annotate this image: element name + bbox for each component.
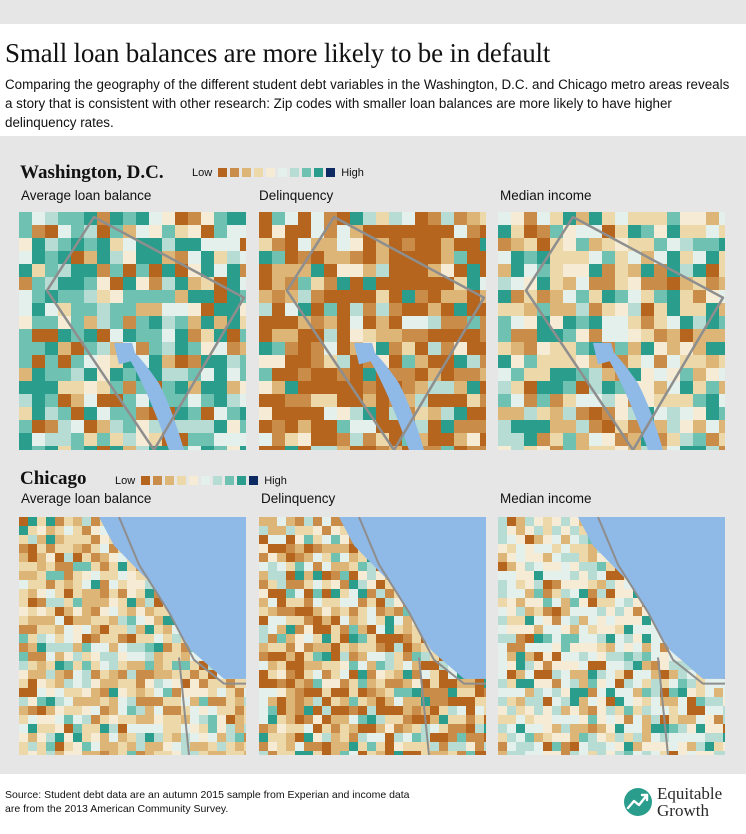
- map-label-chicago-delinquency: Delinquency: [261, 491, 336, 506]
- map-chicago-median-income: [498, 517, 725, 755]
- choropleth-map: [19, 212, 246, 450]
- legend-swatch: [201, 476, 211, 485]
- legend-low-label: Low: [115, 475, 136, 487]
- legend-swatch: [189, 476, 199, 485]
- choropleth-map: [498, 517, 725, 755]
- map-label-dc-delinquency: Delinquency: [259, 188, 334, 203]
- logo-text-line2: Growth: [657, 801, 709, 820]
- legend-swatches: [135, 472, 261, 490]
- map-dc-delinquency: [259, 212, 486, 450]
- equitable-growth-logo: Equitable Growth: [623, 785, 722, 819]
- source-note: Source: Student debt data are an autumn …: [5, 789, 410, 815]
- map-label-chicago-income: Median income: [500, 491, 592, 506]
- legend-swatch: [177, 476, 187, 485]
- region-title-dc: Washington, D.C.: [20, 162, 164, 183]
- legend-swatch: [225, 476, 235, 485]
- map-chicago-loan-balance: [19, 517, 246, 755]
- page-subtitle: Comparing the geography of the different…: [5, 77, 730, 130]
- map-label-chicago-loan: Average loan balance: [21, 491, 152, 506]
- choropleth-map: [498, 212, 725, 450]
- page-title: Small loan balances are more likely to b…: [5, 38, 551, 68]
- map-chicago-delinquency: [259, 517, 486, 755]
- map-label-dc-income: Median income: [500, 188, 592, 203]
- legend-swatch: [141, 476, 151, 485]
- legend-high-label: High: [341, 167, 364, 179]
- map-label-dc-loan: Average loan balance: [21, 188, 152, 203]
- legend-swatch: [278, 168, 288, 177]
- legend-swatch: [249, 476, 259, 485]
- legend-swatch: [237, 476, 247, 485]
- legend-swatch: [213, 476, 223, 485]
- choropleth-map: [19, 517, 246, 755]
- legend-swatch: [266, 168, 276, 177]
- legend-swatch: [254, 168, 264, 177]
- choropleth-map: [259, 212, 486, 450]
- legend-low-label: Low: [192, 167, 213, 179]
- legend-swatch: [314, 168, 324, 177]
- legend-swatch: [242, 168, 252, 177]
- legend-swatch: [290, 168, 300, 177]
- legend-swatch: [218, 168, 228, 177]
- legend-swatch: [230, 168, 240, 177]
- legend-swatch: [153, 476, 163, 485]
- legend-high-label: High: [264, 475, 287, 487]
- legend-dc: Low High: [192, 166, 364, 180]
- legend-chicago: Low High: [115, 474, 287, 488]
- choropleth-map: [259, 517, 486, 755]
- legend-swatches: [212, 164, 338, 182]
- map-dc-loan-balance: [19, 212, 246, 450]
- legend-swatch: [165, 476, 175, 485]
- legend-swatch: [326, 168, 336, 177]
- maps-panel: Washington, D.C. Low High Average loan b…: [0, 136, 746, 774]
- map-dc-median-income: [498, 212, 725, 450]
- region-title-chicago: Chicago: [20, 468, 87, 489]
- legend-swatch: [302, 168, 312, 177]
- top-bar: [0, 0, 746, 24]
- growth-chart-icon: [624, 788, 652, 816]
- logo-text-line1: Equitable: [657, 784, 723, 803]
